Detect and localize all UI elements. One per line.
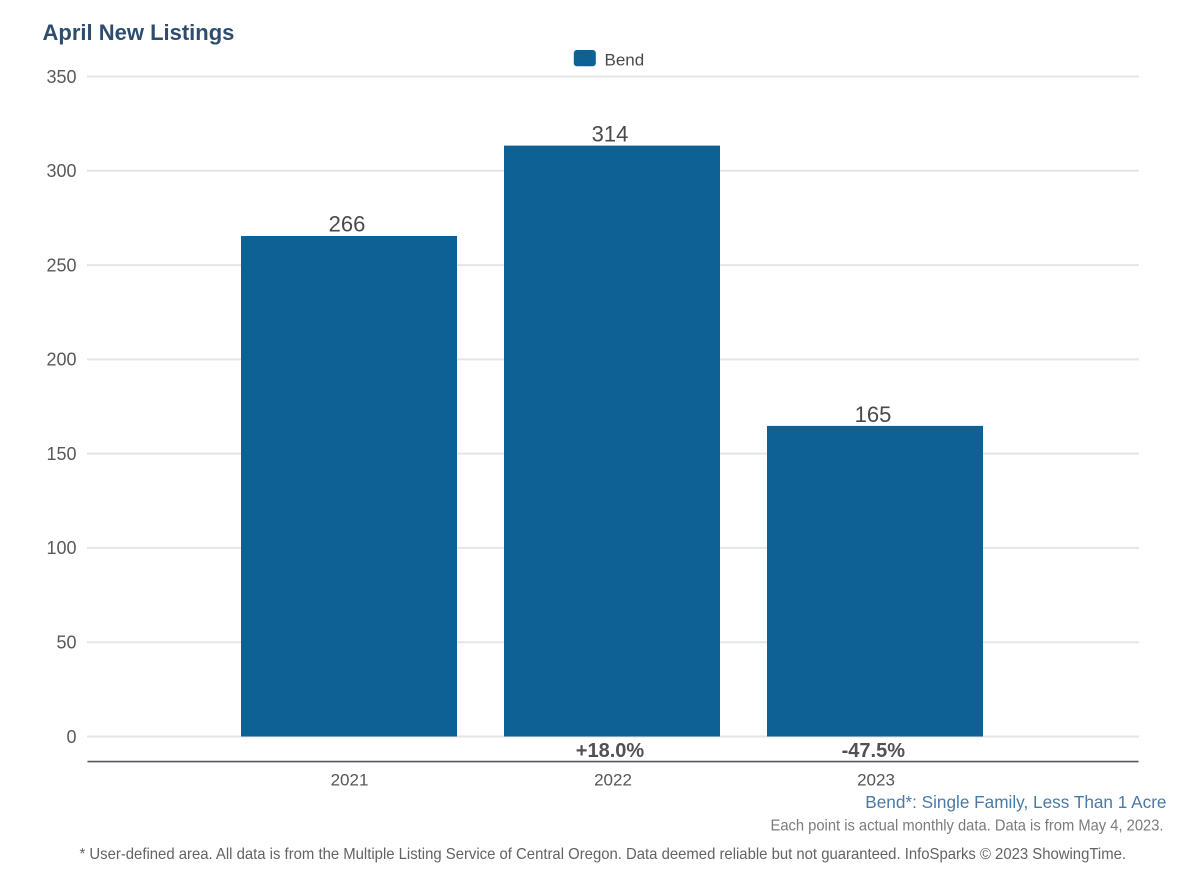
svg-text:50: 50: [56, 633, 76, 653]
svg-text:2023: 2023: [857, 771, 895, 790]
svg-text:300: 300: [46, 161, 76, 181]
svg-text:Bend*: Single Family, Less Tha: Bend*: Single Family, Less Than 1 Acre: [865, 792, 1166, 812]
svg-text:200: 200: [46, 350, 76, 370]
svg-text:100: 100: [46, 538, 76, 558]
svg-text:165: 165: [855, 402, 892, 427]
svg-text:150: 150: [46, 444, 76, 464]
svg-text:250: 250: [46, 255, 76, 275]
svg-text:0: 0: [66, 727, 76, 747]
svg-text:2022: 2022: [594, 771, 632, 790]
svg-text:Each point is actual monthly d: Each point is actual monthly data. Data …: [771, 817, 1164, 834]
svg-text:-47.5%: -47.5%: [842, 740, 906, 762]
svg-text:Bend: Bend: [605, 51, 645, 70]
svg-text:2021: 2021: [331, 771, 369, 790]
svg-text:+18.0%: +18.0%: [576, 740, 645, 762]
svg-text:266: 266: [329, 212, 366, 237]
svg-text:314: 314: [592, 122, 629, 147]
svg-text:350: 350: [46, 67, 76, 87]
svg-text:April New Listings: April New Listings: [43, 20, 235, 45]
svg-text:* User-defined area. All data: * User-defined area. All data is from th…: [80, 846, 1127, 863]
